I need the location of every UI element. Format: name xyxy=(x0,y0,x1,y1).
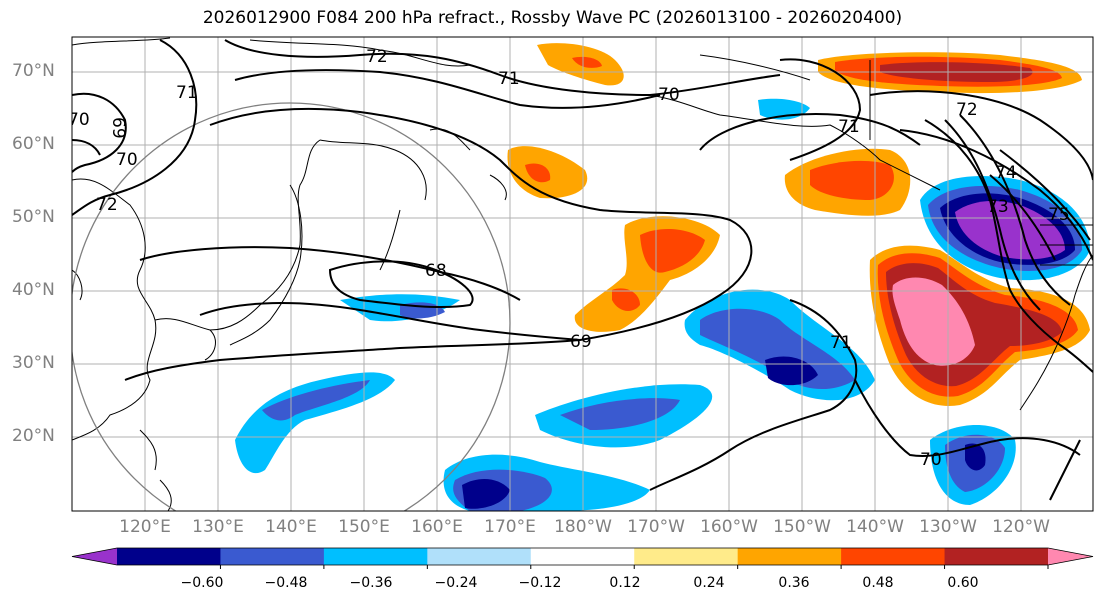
colorbar-swatch xyxy=(220,548,325,565)
latitude-label: 30°N xyxy=(12,353,55,373)
colorbar-swatch xyxy=(737,548,842,565)
longitude-label: 160°E xyxy=(411,517,463,537)
longitude-label: 160°W xyxy=(700,517,758,537)
contour-label: 69 xyxy=(108,117,128,139)
colorbar-swatch xyxy=(841,548,946,565)
longitude-label: 170°E xyxy=(484,517,536,537)
colorbar-tick-label: 0.60 xyxy=(947,575,979,591)
latitude-label: 70°N xyxy=(12,61,55,81)
colorbar-tick-label: −0.12 xyxy=(518,575,562,591)
colorbar-tick-label: −0.36 xyxy=(349,575,393,591)
positive-anomaly-region xyxy=(892,277,975,366)
colorbar-swatch xyxy=(427,548,532,565)
contour-label: 74 xyxy=(995,163,1017,183)
colorbar-swatch xyxy=(944,548,1049,565)
longitude-label: 140°E xyxy=(265,517,317,537)
colorbar-tick-label: 0.24 xyxy=(693,575,725,591)
longitude-label: 150°E xyxy=(338,517,390,537)
negative-anomaly-region xyxy=(700,308,855,390)
contour-label: 70 xyxy=(658,85,680,105)
longitude-label: 180°W xyxy=(554,517,612,537)
colorbar-tick-label: −0.60 xyxy=(180,575,224,591)
projection-circle xyxy=(72,102,511,511)
map-frame xyxy=(71,36,1094,512)
negative-anomaly-region xyxy=(560,398,680,430)
negative-anomaly-region xyxy=(462,478,510,509)
longitude-label: 120°W xyxy=(992,517,1050,537)
contour-label: 71 xyxy=(498,69,520,89)
longitude-label: 150°W xyxy=(773,517,831,537)
contour-label: 68 xyxy=(425,261,447,281)
colorbar xyxy=(71,547,1094,569)
negative-anomaly-region xyxy=(262,380,370,421)
contour-label: 70 xyxy=(920,450,942,470)
positive-anomaly-region xyxy=(572,56,602,68)
contour-label: 70 xyxy=(116,150,138,170)
colorbar-swatch xyxy=(634,548,739,565)
longitude-label: 130°E xyxy=(192,517,244,537)
contour-label: 71 xyxy=(176,83,198,103)
positive-anomaly-region xyxy=(525,163,551,183)
contour-lines xyxy=(72,39,1093,501)
contour-label: 72 xyxy=(366,47,388,67)
colorbar-swatch xyxy=(72,548,117,565)
contour-label: 72 xyxy=(956,100,978,120)
colorbar-tick-label: −0.48 xyxy=(264,575,308,591)
longitude-label: 130°W xyxy=(919,517,977,537)
latitude-label: 20°N xyxy=(12,426,55,446)
contour-label-group: 72 71 70 69 70 72 71 70 71 72 74 73 75 6… xyxy=(68,47,1070,470)
contour-label: 75 xyxy=(1048,205,1070,225)
colorbar-outline xyxy=(71,547,1094,566)
colorbar-swatch xyxy=(323,548,428,565)
negative-anomaly-region xyxy=(235,372,395,474)
negative-anomaly-region xyxy=(955,200,1065,260)
longitude-label: 120°E xyxy=(119,517,171,537)
latitude-label: 50°N xyxy=(12,207,55,227)
colorbar-tick-label: −0.24 xyxy=(434,575,478,591)
longitude-label: 170°W xyxy=(627,517,685,537)
contour-label: 70 xyxy=(68,110,90,130)
colorbar-swatch xyxy=(117,548,221,565)
figure-title: 2026012900 F084 200 hPa refract., Rossby… xyxy=(202,8,903,28)
negative-anomaly-region xyxy=(965,443,986,471)
latitude-label: 40°N xyxy=(12,280,55,300)
contour-label: 73 xyxy=(987,197,1009,217)
positive-anomaly-region xyxy=(810,160,894,200)
contour-label: 72 xyxy=(96,195,118,215)
contour-label: 69 xyxy=(570,332,592,352)
colorbar-swatch xyxy=(1048,548,1093,565)
latitude-label: 60°N xyxy=(12,134,55,154)
positive-anomaly-region xyxy=(612,288,640,312)
longitude-label: 140°W xyxy=(846,517,904,537)
contour-label: 71 xyxy=(838,117,860,137)
contour-label: 71 xyxy=(830,333,852,353)
colorbar-tick-label: 0.48 xyxy=(862,575,894,591)
coastlines xyxy=(72,37,1093,511)
colorbar-tick-label: 0.36 xyxy=(778,575,810,591)
colorbar-tick-label: 0.12 xyxy=(609,575,641,591)
colorbar-swatch xyxy=(530,548,635,565)
map-gridlines xyxy=(72,37,1093,511)
